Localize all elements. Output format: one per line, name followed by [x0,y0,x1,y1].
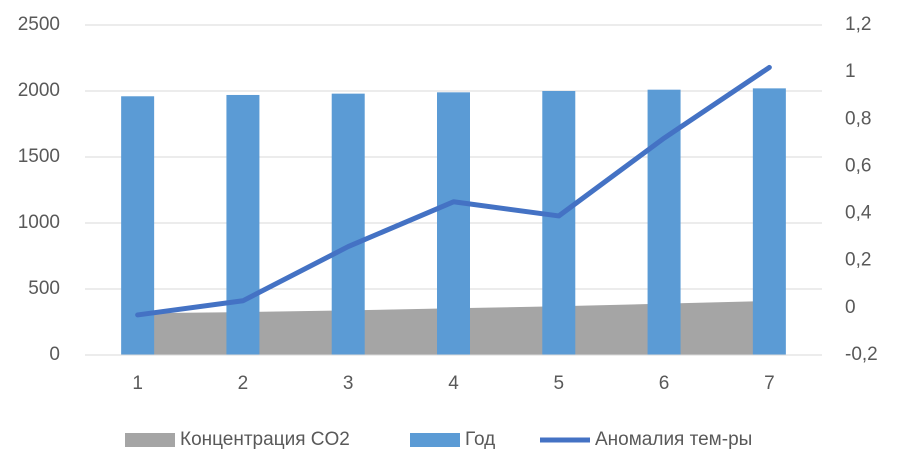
y-tick-label: 0 [49,344,60,365]
bar [542,91,576,355]
y2-tick-label: 0,4 [845,203,872,224]
x-tick-label: 5 [553,373,564,394]
y2-tick-label: 0,6 [845,155,871,176]
y-tick-label: 2500 [18,14,60,35]
x-tick-label: 4 [448,373,459,394]
y2-tick-label: 0,8 [845,108,871,129]
x-tick-label: 3 [343,373,354,394]
y2-tick-label: 0 [845,297,856,318]
bar [437,92,470,355]
x-tick-label: 7 [764,373,775,394]
bar [752,88,786,356]
x-tick-label: 1 [132,373,143,394]
y-tick-label: 500 [28,278,60,299]
legend-swatch [410,433,460,447]
y2-tick-label: 0,2 [845,250,871,271]
legend-swatch [125,433,175,447]
bar [647,89,681,356]
y-tick-label: 2000 [18,80,60,101]
legend-label: Аномалия тем-ры [595,429,752,450]
y2-tick-label: 1 [845,61,856,82]
bar [331,93,365,355]
line [135,64,772,318]
legend-label: Год [465,429,495,450]
x-tick-label: 2 [238,373,249,394]
bar [226,94,260,356]
y2-tick-label: 1,2 [845,14,871,35]
x-tick-label: 6 [659,373,670,394]
y2-tick-label: -0,2 [845,344,878,365]
y-tick-label: 1500 [18,146,60,167]
legend-label: Концентрация CO2 [180,429,350,450]
y-tick-label: 1000 [18,212,60,233]
